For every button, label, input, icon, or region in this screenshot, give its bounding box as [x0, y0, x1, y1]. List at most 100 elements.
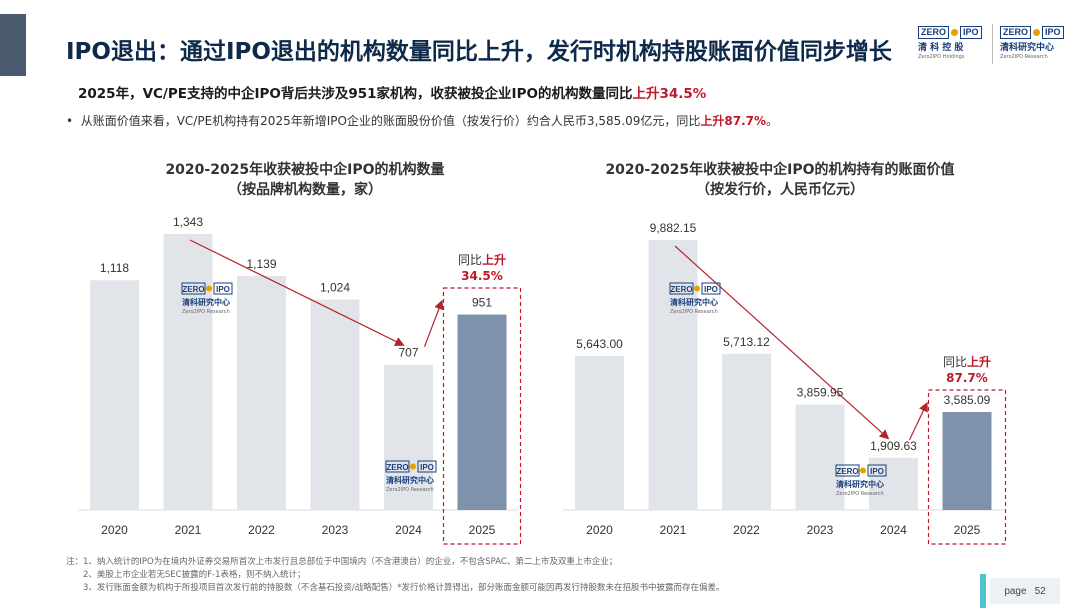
watermark-cn-text: 清科研究中心: [182, 297, 230, 307]
watermark-zero-text: ZERO: [182, 285, 204, 294]
chart-0-yoy-label: 同比上升: [458, 252, 506, 267]
chart-1-bar-2023: [795, 404, 845, 510]
watermark-cn-text: 清科研究中心: [836, 479, 884, 489]
page-accent-bar: [980, 574, 986, 608]
logo-en-text: Zero2IPO Research: [1000, 54, 1048, 60]
chart-0-category-label: 2023: [322, 523, 349, 537]
watermark-ipo-text: IPO: [420, 463, 434, 472]
chart-0-value-label: 1,118: [100, 261, 129, 275]
chart-0-category-label: 2021: [175, 523, 202, 537]
chart-1-value-label: 5,713.12: [723, 335, 770, 349]
footnote-3: 3、发行账面金额为机构于所投项目首次发行前的持股数（不含基石投资/战略配售）*发…: [83, 583, 725, 593]
chart-left-title-main: 2020-2025年收获被投中企IPO的机构数量: [165, 162, 445, 178]
page-title: IPO退出：通过IPO退出的机构数量同比上升，发行时机构持股账面价值同步增长: [66, 39, 892, 65]
watermark-en-text: Zero2IPO Research: [182, 309, 230, 315]
page-label: page: [1004, 585, 1027, 597]
chart-right-title-main: 2020-2025年收获被投中企IPO的机构持有的账面价值: [605, 162, 955, 178]
footnotes: 注：1、纳入统计的IPO为在境内外证券交易所首次上市发行且总部位于中国境内（不含…: [66, 556, 725, 595]
chart-0-bar-2025: [457, 314, 507, 510]
chart-1-category-label: 2023: [807, 523, 834, 537]
chart-1-decline-arrow: [674, 245, 890, 440]
footnote-2: 2、美股上市企业若无SEC披露的F-1表格，则不纳入统计；: [83, 570, 306, 580]
chart-1-highlight-box: [927, 389, 1007, 545]
watermark-dot-icon: [206, 285, 212, 292]
logo-cn-text: 清科研究中心: [1000, 43, 1055, 53]
summary-bullet-highlight: 上升87.7%: [700, 114, 767, 128]
chart-0-bar-2024: [384, 364, 433, 510]
summary-bullet: • 从账面价值来看，VC/PE机构持有2025年新增IPO企业的账面股份价值（按…: [66, 112, 778, 129]
watermark-zero-box: [835, 464, 860, 477]
chart-1-category-label: 2020: [586, 523, 613, 537]
chart-0-bar-2020: [90, 280, 139, 510]
watermark-cn-text: 清科研究中心: [386, 475, 434, 485]
chart-0-yoy-value: 34.5%: [461, 269, 503, 283]
logo-dot-icon: [1033, 28, 1041, 36]
chart-1-bar-2021: [648, 240, 698, 510]
chart-0-category-label: 2025: [469, 523, 496, 537]
watermark-ipo-box: [213, 282, 233, 295]
chart-0-category-label: 2024: [395, 523, 422, 537]
watermark-zero-text: ZERO: [386, 463, 408, 472]
chart-1-bar-2024: [869, 457, 918, 510]
chart-right-subtitle: （按发行价，人民币亿元）: [696, 182, 864, 198]
chart-left-subtitle: （按品牌机构数量，家）: [228, 182, 382, 198]
page-number-value: 52: [1034, 585, 1046, 597]
watermark-zero-text: ZERO: [670, 285, 692, 294]
chart-0-value-label: 1,343: [173, 215, 203, 229]
chart-0-decline-arrow: [189, 239, 405, 346]
chart-0-value-label: 1,139: [246, 257, 276, 271]
watermark-en-text: Zero2IPO Research: [670, 309, 718, 315]
watermark-ipo-text: IPO: [216, 285, 230, 294]
logo-zero-text: ZERO: [1000, 25, 1032, 39]
watermark-zero-box: [669, 282, 694, 295]
chart-0-category-label: 2020: [101, 523, 128, 537]
watermark-dot-icon: [410, 463, 416, 470]
watermark-cn-text: 清科研究中心: [670, 297, 718, 307]
chart-1-rise-arrow: [908, 401, 928, 441]
watermark-dot-icon: [860, 467, 866, 474]
watermark-ipo-box: [867, 464, 887, 477]
zero2ipo-holdings-logo: ZERO IPO 清 科 控 股 Zero2IPO Holdings: [918, 24, 986, 64]
logo-dot-icon: [951, 28, 959, 36]
chart-1-bar-2020: [575, 355, 624, 510]
chart-left-title: 2020-2025年收获被投中企IPO的机构数量 （按品牌机构数量，家）: [130, 160, 480, 200]
page-number: page 52: [990, 578, 1060, 604]
chart-0-rise-arrow: [423, 299, 444, 347]
watermark-ipo-box: [417, 460, 437, 473]
logo-ipo-text: IPO: [1042, 25, 1064, 39]
chart-1-value-label: 3,859.95: [797, 386, 844, 400]
chart-0-value-label: 1,024: [320, 281, 350, 295]
summary-bullet-end: 。: [766, 114, 779, 128]
chart-1-value-label: 9,882.15: [650, 221, 697, 235]
chart-0-value-label: 707: [398, 346, 418, 360]
chart-right-title: 2020-2025年收获被投中企IPO的机构持有的账面价值 （按发行价，人民币亿…: [570, 160, 990, 200]
logo-zero-text: ZERO: [918, 25, 950, 39]
title-accent-bar: [0, 14, 26, 76]
chart-1-category-label: 2024: [880, 523, 907, 537]
chart-1-category-label: 2022: [733, 523, 760, 537]
chart-1-yoy-value: 87.7%: [946, 371, 988, 385]
watermark-zero-text: ZERO: [836, 467, 858, 476]
chart-1-category-label: 2025: [954, 523, 981, 537]
chart-0-bar-2022: [237, 275, 286, 510]
chart-0-bar-2023: [310, 299, 360, 510]
logo-divider: [992, 24, 993, 64]
chart-1-bar-2022: [722, 353, 771, 510]
logo-en-text: Zero2IPO Holdings: [918, 54, 965, 60]
summary-lead-text: 2025年，VC/PE支持的中企IPO背后共涉及951家机构，收获被投企业IPO…: [78, 86, 633, 102]
watermark-zero-box: [181, 282, 206, 295]
watermark-zero-box: [385, 460, 410, 473]
chart-0-highlight-box: [442, 287, 522, 545]
zero2ipo-research-logo: ZERO IPO 清科研究中心 Zero2IPO Research: [1000, 24, 1068, 64]
summary-lead: 2025年，VC/PE支持的中企IPO背后共涉及951家机构，收获被投企业IPO…: [78, 82, 706, 102]
watermark-en-text: Zero2IPO Research: [836, 491, 884, 497]
chart-1-category-label: 2021: [660, 523, 687, 537]
chart-1-value-label: 1,909.63: [870, 439, 917, 453]
summary-lead-highlight: 上升34.5%: [632, 86, 707, 102]
summary-bullet-text: 从账面价值来看，VC/PE机构持有2025年新增IPO企业的账面股份价值（按发行…: [80, 114, 701, 128]
logo-cn-text: 清 科 控 股: [918, 43, 964, 53]
chart-1-value-label: 3,585.09: [944, 393, 991, 407]
bullet-marker: •: [66, 114, 74, 128]
chart-1-yoy-label: 同比上升: [943, 354, 991, 369]
